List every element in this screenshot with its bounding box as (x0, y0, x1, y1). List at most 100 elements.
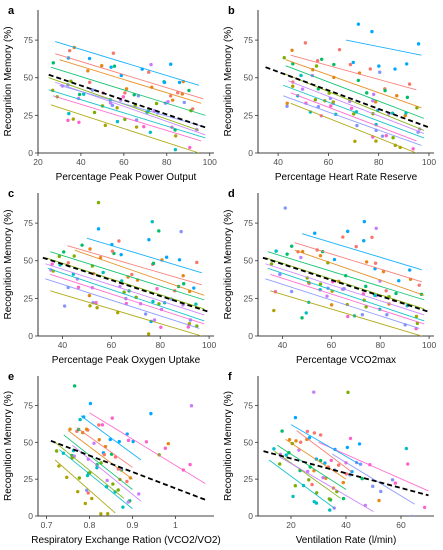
data-point (315, 59, 320, 63)
y-tick-label: 75 (244, 35, 254, 45)
data-point (346, 314, 350, 319)
data-point (115, 119, 120, 124)
data-point (360, 476, 364, 481)
data-point (97, 423, 101, 427)
data-point (169, 62, 173, 66)
y-tick-label: 25 (24, 293, 34, 303)
data-point (102, 452, 107, 457)
data-point (82, 92, 86, 96)
data-point (192, 286, 196, 290)
subject-regression-line (290, 102, 417, 153)
data-point (121, 505, 125, 509)
subject-regression-line (74, 249, 205, 296)
data-point (393, 481, 398, 485)
data-point (352, 517, 355, 520)
data-point (142, 124, 146, 129)
subject-regression-line (285, 438, 347, 480)
data-point (314, 64, 319, 68)
data-point (299, 255, 303, 260)
data-point (126, 438, 131, 443)
data-point (116, 310, 120, 315)
data-point (405, 95, 410, 100)
subject-regression-line (290, 92, 417, 142)
data-point (285, 252, 289, 256)
subject-regression-line (67, 430, 133, 480)
data-point (51, 61, 56, 65)
data-point (85, 473, 90, 478)
data-point (365, 91, 369, 95)
data-point (351, 60, 355, 65)
data-point (86, 491, 90, 495)
y-tick-label: 0 (28, 331, 33, 341)
data-point (130, 272, 134, 277)
y-tick-label: 50 (24, 437, 34, 447)
data-point (77, 476, 82, 480)
data-point (106, 512, 110, 516)
data-point (318, 433, 323, 437)
data-point (315, 491, 319, 495)
data-point (115, 106, 119, 110)
x-axis-title: Percentage Peak Power Output (56, 172, 197, 183)
subject-regression-line (89, 412, 206, 484)
data-point (162, 80, 167, 85)
data-point (124, 87, 129, 91)
data-point (108, 437, 112, 442)
data-point (132, 93, 136, 97)
data-point (81, 415, 86, 419)
data-point (194, 302, 198, 306)
data-point (86, 69, 90, 73)
y-tick-label: 75 (244, 218, 254, 228)
data-point (152, 108, 156, 113)
data-point (62, 250, 66, 254)
data-point (354, 244, 358, 249)
data-point (350, 469, 354, 474)
data-point (170, 98, 175, 102)
data-point (105, 478, 109, 483)
data-point (362, 239, 366, 243)
data-point (370, 235, 374, 239)
y-tick-label: 25 (24, 474, 34, 484)
subject-regression-line (279, 456, 374, 512)
data-point (422, 505, 427, 510)
data-point (272, 447, 276, 451)
subject-regression-line (50, 104, 200, 153)
data-point (377, 498, 381, 503)
data-point (95, 466, 99, 470)
y-tick-label: 50 (24, 73, 34, 83)
subject-regression-line (294, 242, 422, 283)
subject-regression-line (290, 424, 360, 465)
subject-regression-line (59, 84, 202, 127)
data-point (166, 441, 170, 446)
x-tick-label: 0.9 (127, 520, 139, 530)
data-point (374, 139, 378, 143)
panel-letter: d (228, 188, 235, 200)
data-points (51, 45, 199, 153)
x-tick-label: 0.8 (84, 520, 96, 530)
data-point (103, 123, 108, 128)
data-point (383, 88, 387, 93)
data-point (143, 312, 148, 316)
panel-a: a 20 40 60 80 100 0 25 50 75 Percentage Peak Power… (3, 5, 217, 183)
data-point (110, 249, 115, 253)
subject-regression-line (76, 427, 133, 468)
data-point (110, 103, 115, 108)
y-tick-label: 50 (244, 437, 254, 447)
y-axis-title: Recognition Memory (%) (3, 26, 14, 136)
data-point (282, 56, 286, 60)
x-tick-label: 60 (324, 157, 334, 167)
subject-lines (282, 39, 425, 153)
subject-regression-line (288, 80, 425, 134)
data-point (285, 101, 289, 105)
x-axis-title: Respiratory Exchange Ration (VCO2/VO2) (31, 535, 221, 546)
data-point (417, 283, 421, 287)
data-point (111, 482, 115, 486)
data-point (287, 437, 292, 442)
subject-regression-line (50, 251, 205, 301)
subject-regression-line (318, 441, 429, 492)
data-point (181, 274, 185, 278)
x-tick-label: 80 (375, 340, 385, 350)
data-point (192, 152, 196, 153)
y-tick-label: 75 (244, 400, 254, 410)
data-point (377, 64, 381, 68)
x-tick-label: 80 (374, 157, 384, 167)
